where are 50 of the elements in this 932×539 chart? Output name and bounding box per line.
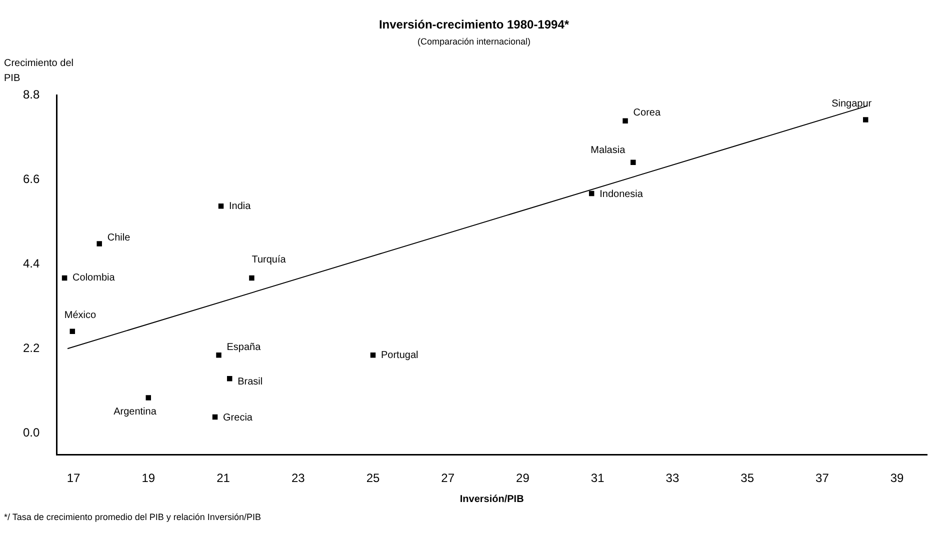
text: */ Tasa de crecimiento promedio del PIB y relación Inversión/PIB xyxy=(4,512,261,522)
point xyxy=(630,160,636,166)
annotation: Chile xyxy=(107,232,131,244)
annotation: Colombia xyxy=(72,272,116,284)
x-tick-label: 23 xyxy=(291,471,306,486)
x-tick-label: 21 xyxy=(216,471,230,486)
annotation: Singapur xyxy=(832,98,872,110)
x-tick-label: 17 xyxy=(66,471,81,486)
x-axis-title: Inversión/PIB xyxy=(460,494,524,505)
point xyxy=(588,190,594,196)
y-tick-label: 0.0 xyxy=(22,425,40,440)
x-tick-label: 31 xyxy=(590,471,605,486)
annotation: Grecia xyxy=(223,412,253,424)
point xyxy=(370,352,376,358)
x-tick-label: 39 xyxy=(890,471,904,486)
point xyxy=(70,328,76,334)
point xyxy=(218,204,224,209)
annotation: Turquía xyxy=(252,254,286,266)
x-tick-label: 29 xyxy=(516,471,530,486)
point xyxy=(249,275,254,281)
x-tick-label: 37 xyxy=(816,471,830,486)
point xyxy=(96,241,102,246)
point xyxy=(622,118,628,124)
y-tick-label: 8.8 xyxy=(22,88,40,102)
chart-title: Inversión-crecimiento 1980-1994* xyxy=(378,18,570,32)
x-tick-label: 27 xyxy=(441,471,455,486)
annotation: Indonesia xyxy=(600,189,644,200)
y-tick-label: 4.4 xyxy=(22,256,40,270)
annotation: España xyxy=(226,342,262,353)
annotation: Brasil xyxy=(238,376,263,388)
point xyxy=(212,414,218,420)
point xyxy=(62,275,68,281)
chart-subtitle: (Comparación internacional) xyxy=(417,36,531,46)
annotation: Portugal xyxy=(380,350,418,361)
annotation: Corea xyxy=(633,108,661,119)
y-tick-label: 6.6 xyxy=(22,172,40,186)
x-tick-label: 25 xyxy=(366,471,380,486)
annotation: México xyxy=(64,310,97,322)
point xyxy=(862,117,868,122)
y-tick-label: 2.2 xyxy=(22,340,40,355)
y-axis-title: Crecimiento del PIB xyxy=(4,57,74,86)
point xyxy=(146,395,152,400)
annotation: India xyxy=(229,200,252,212)
point xyxy=(216,352,222,358)
annotation: Malasia xyxy=(590,145,626,156)
x-tick-label: 35 xyxy=(740,471,754,486)
point xyxy=(227,376,232,382)
x-tick-label: 33 xyxy=(666,471,680,486)
annotation: Argentina xyxy=(114,406,157,418)
x-tick-label: 19 xyxy=(142,471,156,486)
